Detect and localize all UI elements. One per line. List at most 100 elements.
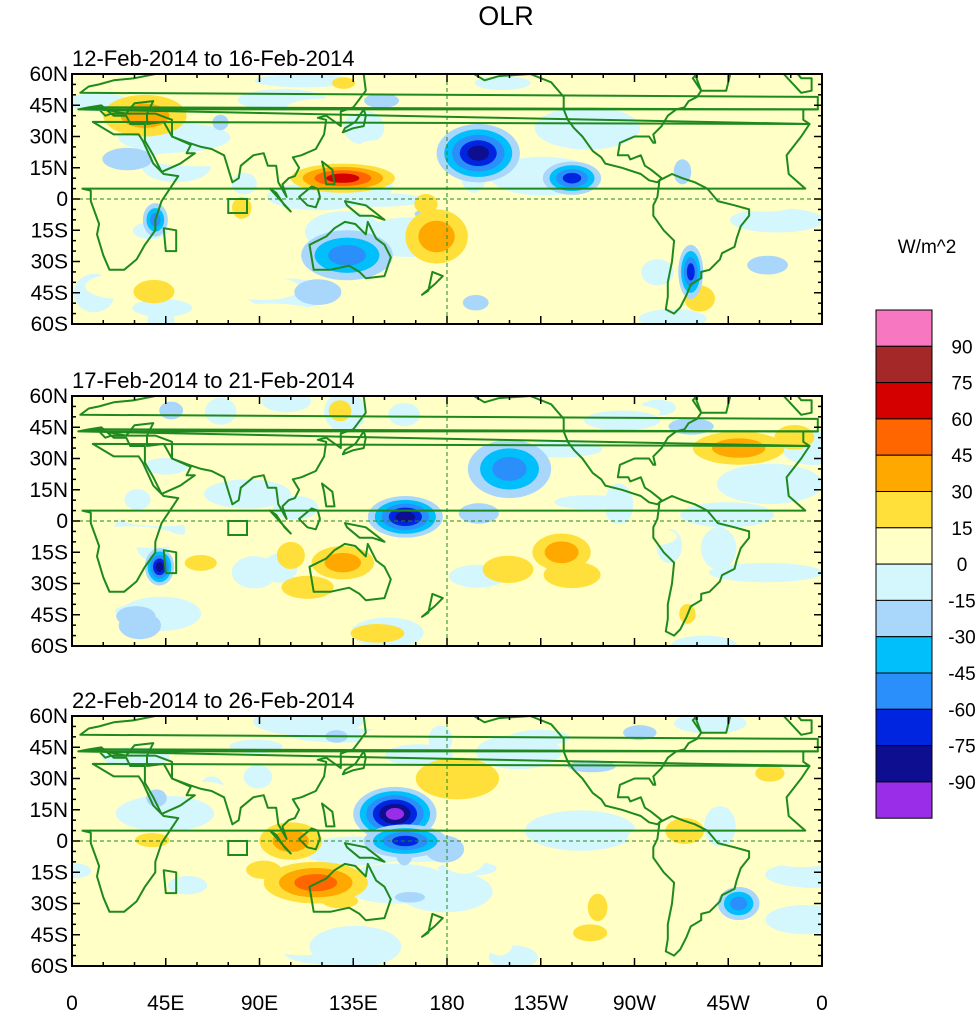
anomaly-patch <box>102 147 153 171</box>
anomaly-patch <box>176 235 241 254</box>
anomaly-patch <box>641 259 674 286</box>
coastline <box>341 430 367 456</box>
anomaly-patch <box>118 508 203 527</box>
lat-tick-label: 30N <box>29 126 68 149</box>
anomaly-patch <box>326 192 427 207</box>
anomaly-patch <box>564 523 677 550</box>
colorbar-swatch <box>875 672 933 710</box>
colorbar-label: -75 <box>948 737 975 758</box>
anomaly-contour <box>392 835 419 847</box>
colorbar-swatch <box>875 527 933 565</box>
anomaly-patch <box>428 725 453 754</box>
coastline <box>782 74 813 94</box>
lat-tick-label: 30S <box>31 573 68 596</box>
coastline <box>782 396 813 416</box>
coastline <box>298 185 321 209</box>
coastline <box>79 396 819 520</box>
coastline <box>268 829 292 855</box>
anomaly-patch <box>704 806 736 847</box>
coastline <box>77 742 819 815</box>
anomaly-patch <box>623 725 657 741</box>
lat-tick-label: 30N <box>29 768 68 791</box>
anomaly-patch <box>508 217 607 236</box>
anomaly-patch <box>254 74 354 88</box>
coastline <box>79 74 819 198</box>
anomaly-patch <box>231 172 257 195</box>
coastline <box>693 396 732 414</box>
lon-tick-label: 90W <box>613 992 656 1014</box>
lat-tick-label: 15N <box>29 157 68 180</box>
anomaly-patch <box>143 458 189 475</box>
coastline <box>421 592 444 618</box>
coastline <box>308 862 392 922</box>
coastline <box>782 716 813 736</box>
coastline <box>473 396 703 506</box>
anomaly-contour <box>562 172 582 184</box>
coastline <box>298 827 321 851</box>
colorbar-swatch <box>875 708 933 747</box>
anomaly-patch <box>72 132 105 175</box>
anomaly-patch <box>680 502 774 528</box>
anomaly-contour <box>686 263 695 281</box>
coastline <box>652 815 751 957</box>
anomaly-patch <box>723 291 755 317</box>
coastline <box>308 542 392 602</box>
anomaly-patch <box>350 624 405 643</box>
anomaly-patch <box>555 613 659 630</box>
anomaly-patch <box>147 299 175 324</box>
lat-tick-label: 60N <box>29 385 68 408</box>
coastline <box>162 869 178 895</box>
anomaly-patch <box>226 276 301 300</box>
colorbar-label: -60 <box>948 700 975 721</box>
anomaly-contour <box>467 145 490 161</box>
coastline <box>81 120 811 271</box>
colorbar-units: W/m^2 <box>898 237 957 258</box>
anomaly-patch <box>217 303 324 324</box>
anomaly-patch <box>332 77 356 89</box>
colorbar-swatch <box>875 454 933 493</box>
lon-tick-label: 135W <box>513 992 568 1014</box>
anomaly-patch <box>671 635 737 646</box>
anomaly-patch <box>276 541 305 570</box>
coastline <box>341 108 367 134</box>
anomaly-patch <box>462 294 489 311</box>
colorbar: W/m^2 90 75 60 45 30 15 0 -15 -30 -45 -60 -75 -90 <box>875 237 976 819</box>
coastline <box>81 442 811 593</box>
anomaly-patch <box>159 401 184 420</box>
lat-tick-label: 60N <box>29 63 68 86</box>
anomaly-patch <box>184 555 217 571</box>
anomaly-contour <box>155 561 164 572</box>
coastline <box>321 802 336 828</box>
lon-tick-label: 90E <box>241 992 278 1014</box>
coastline <box>79 716 819 840</box>
anomaly-contour <box>326 173 360 183</box>
lat-tick-label: 30N <box>29 448 68 471</box>
colorbar-swatch <box>875 491 933 529</box>
anomaly-patch <box>716 463 822 505</box>
panel-title: 22-Feb-2014 to 26-Feb-2014 <box>72 688 355 713</box>
coastline <box>343 842 386 863</box>
lat-tick-label: 30S <box>31 251 68 274</box>
anomaly-patch <box>328 400 352 422</box>
anomaly-contour <box>544 541 579 564</box>
anomaly-patch <box>281 575 334 599</box>
anomaly-patch <box>673 159 692 185</box>
lat-tick-label: 60S <box>31 635 68 658</box>
coastline <box>298 507 321 531</box>
anomaly-patch <box>501 784 556 815</box>
lat-tick-label: 45N <box>29 416 68 439</box>
colorbar-label: 60 <box>951 410 972 431</box>
anomaly-patch <box>364 93 400 108</box>
anomaly-patch <box>90 862 148 885</box>
colorbar-label: -15 <box>948 591 975 612</box>
colorbar-label: 90 <box>951 337 972 358</box>
anomaly-patch <box>474 613 520 646</box>
anomaly-contour <box>395 511 416 523</box>
anomaly-patch <box>700 527 737 570</box>
coastline <box>421 912 444 938</box>
lat-tick-label: 0 <box>56 188 68 211</box>
anomaly-patch <box>359 729 403 746</box>
anomaly-contour <box>418 220 455 253</box>
